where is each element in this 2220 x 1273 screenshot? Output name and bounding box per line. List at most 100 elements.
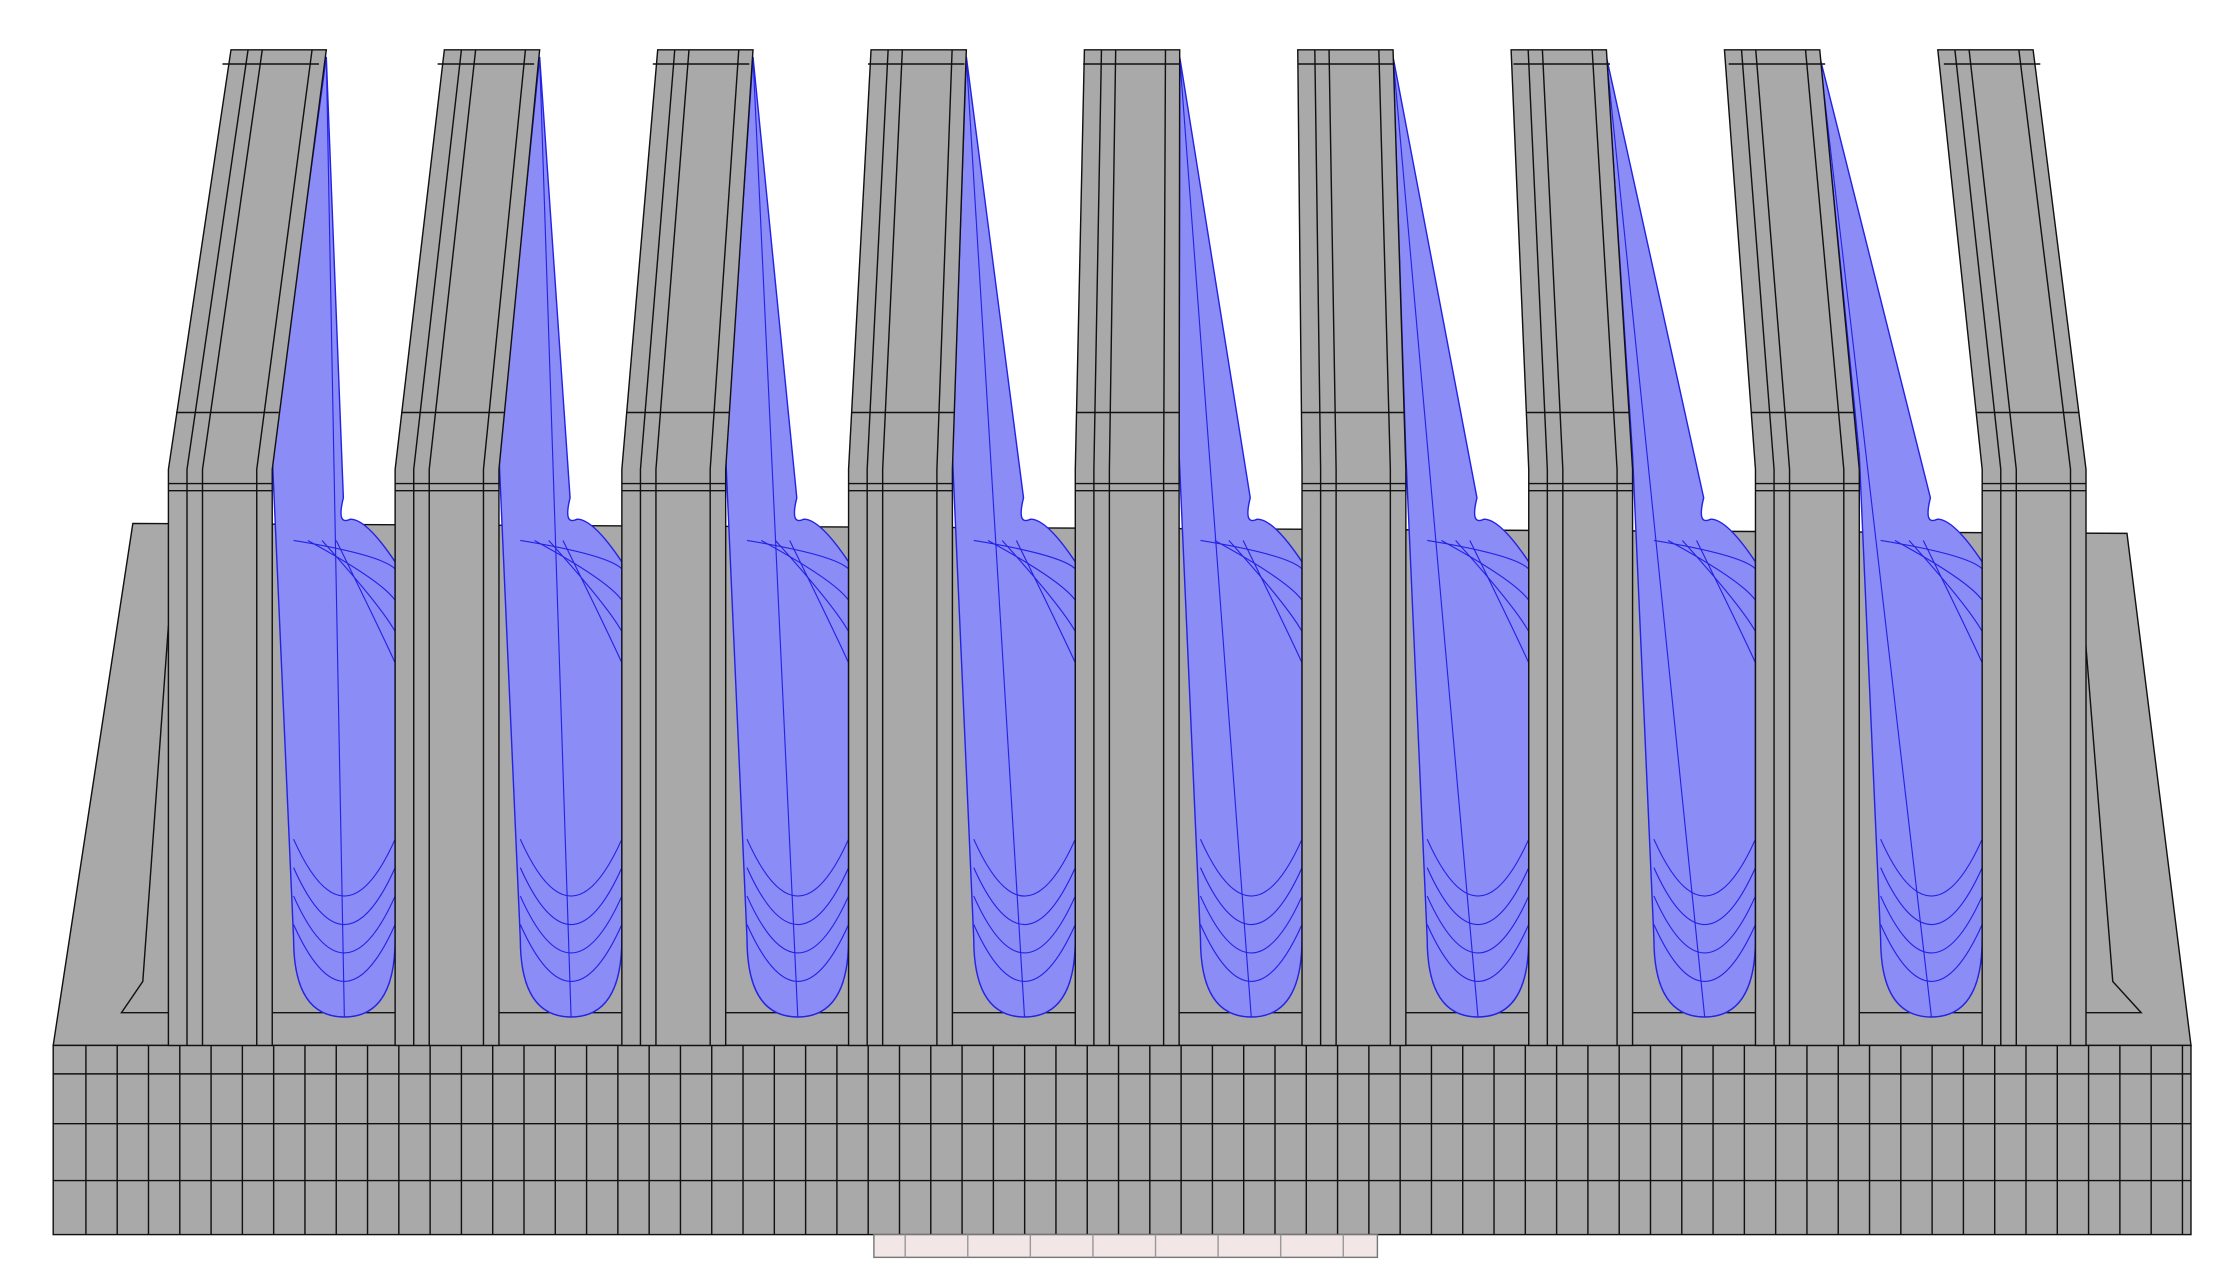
mesh-line — [1314, 49, 1322, 1046]
channel-mesh — [519, 924, 623, 982]
channel-mesh — [746, 895, 850, 954]
channel — [724, 56, 850, 1018]
channel-mesh — [562, 540, 623, 664]
channel-mesh — [1908, 540, 1983, 632]
channel-mesh — [1426, 895, 1530, 954]
mesh-line — [1968, 49, 2017, 1046]
channel-mesh — [293, 838, 396, 897]
mesh-line — [1378, 49, 1392, 1046]
mesh-line — [482, 49, 527, 1046]
mesh-line — [639, 49, 676, 1046]
mesh-line — [936, 49, 953, 1046]
mesh-line — [186, 49, 249, 1046]
channel-mesh — [1469, 540, 1530, 664]
channel-mesh — [1653, 867, 1756, 925]
channel-mesh — [973, 838, 1076, 897]
channel-mesh — [1426, 924, 1530, 982]
channel-mesh — [1653, 895, 1756, 954]
fin — [1074, 49, 1181, 1047]
mesh-line — [1328, 49, 1337, 1046]
mesh-line — [2018, 49, 2072, 1046]
channel-mesh — [293, 924, 396, 982]
channel-mesh — [293, 539, 396, 570]
channel — [271, 56, 396, 1018]
channel-mesh — [1880, 924, 1983, 982]
channel-mesh — [1880, 838, 1983, 897]
channel-mesh — [965, 56, 1026, 1018]
channel-mesh — [1015, 540, 1076, 664]
channel-mesh — [973, 867, 1076, 925]
channel-mesh — [1922, 540, 1983, 664]
channel-mesh — [1228, 540, 1303, 632]
mesh-line — [201, 49, 263, 1046]
channel-mesh — [1819, 56, 1932, 1018]
channel-mesh — [1214, 539, 1303, 601]
mesh — [52, 49, 2192, 1259]
channel-mesh — [1880, 895, 1983, 954]
channel-mesh — [1426, 867, 1530, 925]
channel-mesh — [1605, 56, 1706, 1018]
channel-mesh — [1653, 539, 1756, 570]
channel-mesh — [1653, 838, 1756, 897]
mesh-line — [1162, 49, 1167, 1046]
channel-mesh — [1426, 838, 1530, 897]
channel-mesh — [1179, 56, 1252, 1018]
mesh-line — [413, 49, 463, 1046]
channel-mesh — [973, 924, 1076, 982]
mesh-line — [1954, 49, 2002, 1046]
fin — [1297, 49, 1407, 1047]
channel-mesh — [1667, 539, 1756, 601]
channel-mesh — [1653, 924, 1756, 982]
channel-mesh — [1199, 924, 1303, 982]
channel-mesh — [1199, 895, 1303, 954]
fin — [167, 49, 328, 1047]
mesh-line — [1527, 49, 1549, 1046]
channel-mesh — [307, 539, 396, 601]
mesh-line — [881, 49, 904, 1046]
channel-mesh — [1455, 540, 1530, 632]
channel-mesh — [973, 895, 1076, 954]
channel-mesh — [335, 540, 396, 664]
channel — [951, 56, 1077, 1018]
mesh-line — [428, 49, 477, 1046]
mesh-line — [1541, 49, 1564, 1046]
channel — [1605, 56, 1757, 1018]
channel-mesh — [746, 539, 849, 570]
channel-mesh — [548, 540, 623, 632]
channel-mesh — [519, 838, 623, 897]
channel-mesh — [519, 867, 623, 925]
channel-mesh — [1880, 867, 1983, 925]
channel-mesh — [293, 867, 396, 925]
channel-mesh — [746, 867, 850, 925]
channel-mesh — [1696, 540, 1756, 664]
mesh-line — [1740, 49, 1775, 1046]
pad — [873, 1233, 1379, 1259]
channel-mesh — [1441, 539, 1530, 601]
channel-mesh — [775, 540, 850, 632]
channel-mesh — [746, 924, 850, 982]
mesh-line — [1108, 49, 1117, 1046]
channel-mesh — [519, 895, 623, 954]
channel-mesh — [293, 895, 396, 954]
channel-mesh — [321, 540, 396, 632]
mesh-line — [1093, 49, 1103, 1046]
channel-mesh — [752, 56, 799, 1018]
channel-mesh — [746, 838, 850, 897]
channel-mesh — [534, 539, 623, 601]
channel-mesh — [1392, 56, 1479, 1018]
channel-mesh — [1681, 540, 1756, 632]
channel-mesh — [1880, 539, 1983, 570]
channel-mesh — [1001, 540, 1076, 632]
channel-mesh — [1199, 867, 1303, 925]
channel — [1819, 56, 1983, 1018]
mesh-line — [709, 49, 740, 1046]
channel-mesh — [1200, 539, 1303, 570]
channel-mesh — [1427, 539, 1530, 570]
mesh-line — [256, 49, 313, 1046]
channel — [1392, 56, 1530, 1018]
fin — [1510, 49, 1634, 1047]
channel-mesh — [1242, 540, 1303, 664]
channel-mesh — [1894, 539, 1983, 601]
